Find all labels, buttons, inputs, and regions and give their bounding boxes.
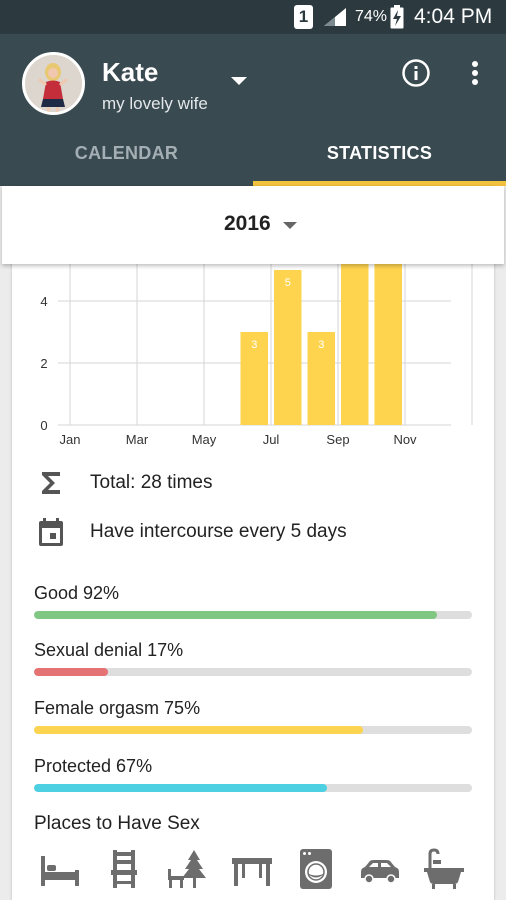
battery-percent: 74%	[355, 8, 388, 25]
profile-dropdown-icon[interactable]	[231, 77, 247, 85]
meter-track	[34, 668, 472, 676]
meter-track	[34, 611, 472, 619]
monthly-bar-chart: 0 2 4 3 5 3 Jan Mar May Jul Sep Nov	[40, 238, 473, 447]
app-header: Kate my lovely wife CALENDAR STATISTICS	[0, 34, 506, 186]
meter-good: Good 92%	[34, 583, 472, 619]
bed-icon[interactable]	[38, 848, 82, 890]
tab-statistics[interactable]: STATISTICS	[326, 143, 433, 163]
bar-jul	[274, 270, 302, 425]
total-text: Total: 28 times	[90, 472, 213, 493]
y-tick-label: 4	[40, 294, 47, 309]
meter-label: Female orgasm 75%	[34, 698, 201, 718]
meter-fill	[34, 784, 328, 792]
x-tick-label: Jul	[263, 432, 280, 447]
meter-female-orgasm: Female orgasm 75%	[34, 698, 472, 734]
meter-track	[34, 726, 472, 734]
more-vert-icon[interactable]	[463, 59, 487, 87]
x-tick-label: May	[192, 432, 217, 447]
year-dropdown-icon[interactable]	[283, 222, 297, 229]
table-icon[interactable]	[230, 848, 274, 890]
outdoor-icon[interactable]	[166, 848, 210, 890]
meter-label: Protected 67%	[34, 756, 153, 776]
bar-oct	[374, 241, 402, 425]
status-bar: 1 74% 4:04 PM	[0, 0, 506, 34]
meter-fill	[34, 611, 437, 619]
sim-icon: 1	[294, 5, 313, 29]
meter-fill	[34, 668, 109, 676]
meter-protected: Protected 67%	[34, 756, 472, 792]
data-label: 3	[318, 339, 324, 351]
battery-icon	[390, 5, 404, 29]
meter-label: Sexual denial 17%	[34, 640, 184, 660]
statistics-card	[12, 186, 494, 900]
data-label: 5	[285, 277, 291, 289]
meter-label: Good 92%	[34, 583, 120, 603]
places-title: Places to Have Sex	[34, 813, 200, 834]
y-tick-label: 0	[40, 418, 47, 433]
year-selector[interactable]: 2016	[2, 186, 504, 264]
avatar-image	[25, 55, 82, 112]
meter-fill	[34, 726, 363, 734]
x-tick-label: Jan	[60, 432, 81, 447]
info-icon[interactable]	[401, 58, 431, 88]
avatar[interactable]	[22, 52, 85, 115]
bar-jun	[240, 332, 268, 425]
meter-track	[34, 784, 472, 792]
data-label: 3	[251, 339, 257, 351]
frequency-text: Have intercourse every 5 days	[90, 521, 347, 542]
washing-machine-icon[interactable]	[294, 848, 338, 890]
tab-calendar[interactable]: CALENDAR	[74, 143, 179, 163]
sigma-icon	[42, 472, 60, 494]
car-icon[interactable]	[358, 848, 402, 890]
bar-aug	[307, 332, 335, 425]
signal-icon	[324, 8, 346, 26]
meter-sexual-denial: Sexual denial 17%	[34, 640, 472, 676]
profile-subtitle[interactable]: my lovely wife	[102, 94, 208, 113]
y-tick-label: 2	[40, 356, 47, 371]
year-label[interactable]: 2016	[224, 212, 271, 235]
bar-sep	[341, 241, 369, 425]
x-tick-label: Sep	[326, 432, 349, 447]
tab-indicator	[253, 181, 506, 186]
chair-icon[interactable]	[102, 848, 146, 890]
profile-name[interactable]: Kate	[102, 57, 159, 87]
bathtub-icon[interactable]	[422, 848, 466, 890]
calendar-icon	[39, 518, 63, 546]
clock: 4:04 PM	[414, 5, 493, 28]
x-tick-label: Nov	[393, 432, 417, 447]
x-tick-label: Mar	[126, 432, 149, 447]
